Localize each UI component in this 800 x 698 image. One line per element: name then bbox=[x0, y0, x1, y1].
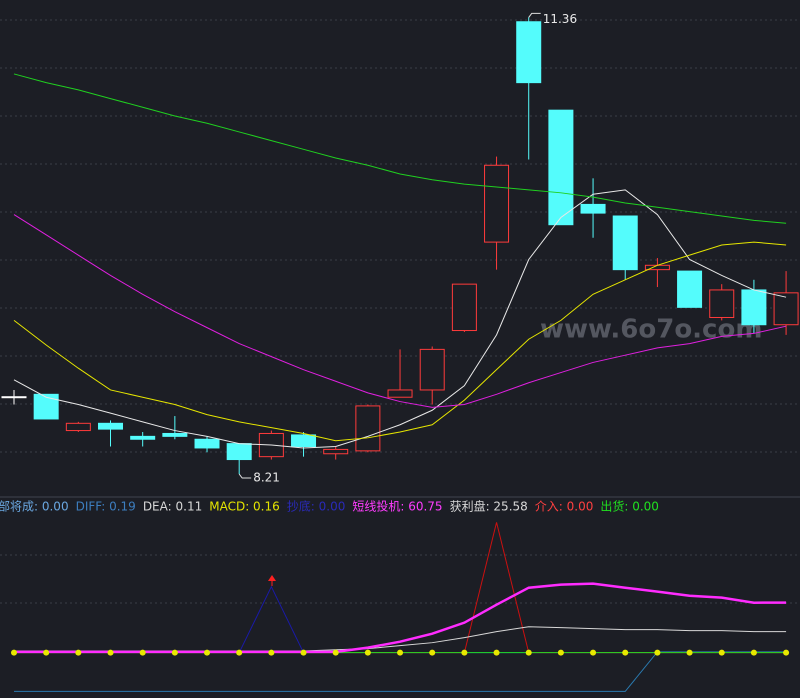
candle-body bbox=[548, 109, 574, 226]
signal-dot bbox=[718, 649, 725, 656]
price-panel: www.6o7o.com 11.36 8.21 bbox=[1, 12, 799, 485]
indicator-line bbox=[14, 582, 787, 654]
signal-dot bbox=[622, 649, 629, 656]
candle-body bbox=[65, 422, 91, 432]
legend-entry: 获利盘: 25.58 bbox=[450, 499, 528, 514]
indicator-line bbox=[14, 651, 787, 692]
max-pointer bbox=[528, 12, 541, 18]
signal-dot bbox=[300, 649, 307, 656]
signal-dot bbox=[364, 649, 371, 656]
signal-dot bbox=[43, 649, 50, 656]
legend-entry: 介入: 0.00 bbox=[535, 500, 594, 514]
signal-dot bbox=[397, 649, 404, 656]
signal-dot bbox=[783, 649, 790, 656]
candle-body bbox=[419, 348, 445, 391]
moving-average bbox=[13, 214, 787, 408]
min-label: 8.21 bbox=[253, 471, 280, 485]
candle-body bbox=[387, 389, 413, 398]
moving-average bbox=[13, 241, 787, 442]
legend-entry: DEA: 0.11 bbox=[143, 500, 202, 514]
signal-dot bbox=[107, 649, 114, 656]
candle-body bbox=[709, 289, 735, 318]
signal-dot bbox=[590, 649, 597, 656]
candle-body bbox=[162, 432, 188, 437]
candle-body bbox=[677, 270, 703, 308]
watermark: www.6o7o.com bbox=[540, 315, 762, 345]
candle-body bbox=[291, 434, 317, 448]
signal-dot bbox=[11, 649, 17, 656]
signal-dot bbox=[429, 649, 436, 656]
signal-dot bbox=[461, 649, 468, 656]
signal-dot bbox=[332, 649, 339, 656]
legend-entry: MACD: 0.16 bbox=[209, 500, 280, 514]
indicator-line bbox=[14, 626, 787, 652]
candle-body bbox=[612, 215, 638, 271]
main-grid bbox=[0, 19, 800, 604]
signal-dot bbox=[236, 649, 243, 656]
signal-dot bbox=[139, 649, 146, 656]
candle-body bbox=[773, 292, 799, 326]
signal-dot bbox=[268, 649, 275, 656]
indicator-line bbox=[14, 522, 787, 654]
candle-body bbox=[741, 289, 767, 326]
candle-body bbox=[580, 203, 606, 214]
buy-arrow bbox=[268, 575, 276, 581]
indicator-panel: 部将成: 0.00 DIFF: 0.19 DEA: 0.11 MACD: 0.16 抄底… bbox=[0, 499, 790, 692]
legend-entry: DIFF: 0.19 bbox=[76, 500, 136, 514]
legend-entry: 出货: 0.00 bbox=[600, 499, 659, 514]
signal-dot bbox=[75, 649, 82, 656]
candle-body bbox=[484, 164, 510, 243]
legend-entry: 短线投机: 60.75 bbox=[352, 499, 442, 514]
signal-dot bbox=[204, 649, 211, 656]
candle-body bbox=[451, 283, 477, 332]
legend-entry: 部将成: 0.00 bbox=[0, 499, 69, 514]
signal-dot bbox=[557, 649, 564, 656]
signal-dot bbox=[493, 649, 500, 656]
moving-average bbox=[13, 189, 787, 449]
max-label: 11.36 bbox=[543, 12, 577, 26]
candle-body bbox=[130, 435, 156, 440]
candle-body bbox=[355, 405, 381, 452]
candle-body bbox=[516, 21, 542, 84]
signal-dot bbox=[654, 649, 661, 656]
candle-body bbox=[98, 422, 124, 430]
signal-dot bbox=[525, 649, 532, 656]
candle-body bbox=[226, 443, 252, 461]
legend-entry: 抄底: 0.00 bbox=[287, 499, 346, 514]
signal-dot bbox=[686, 649, 693, 656]
min-pointer bbox=[238, 473, 252, 479]
signal-dot bbox=[750, 649, 757, 656]
candle-body bbox=[33, 393, 59, 420]
candle-body bbox=[1, 396, 27, 399]
signal-dot bbox=[171, 649, 178, 656]
moving-average bbox=[13, 73, 787, 224]
candle-body bbox=[194, 438, 220, 449]
candle-body bbox=[323, 448, 349, 455]
